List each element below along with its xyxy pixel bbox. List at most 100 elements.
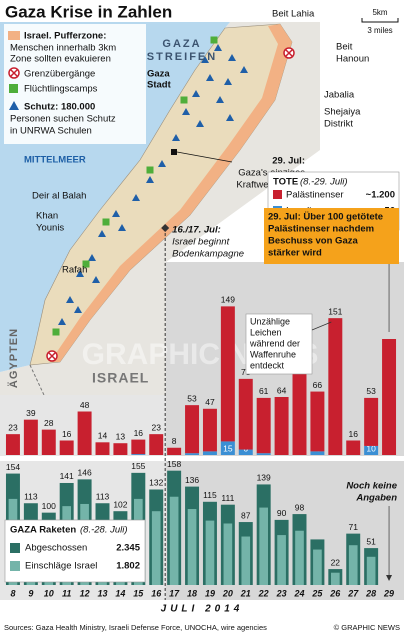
annotation: stärker wird: [268, 248, 322, 259]
data-label: 28: [44, 418, 54, 428]
place-label: Beit: [336, 42, 353, 53]
x-tick-label: 19: [205, 588, 215, 598]
crossing-marker: [48, 352, 56, 360]
x-tick-label: 11: [62, 588, 71, 598]
place-label: Stadt: [147, 80, 172, 91]
bar: [241, 536, 251, 585]
place-label: Deir al Balah: [32, 191, 86, 202]
data-label: 111: [221, 493, 234, 503]
x-tick-label: 16: [151, 588, 162, 598]
arrow-head: [386, 575, 393, 581]
legend-subtitle: (8.-28. Juli): [80, 525, 128, 536]
camp-marker: [210, 36, 218, 44]
bar: [59, 440, 74, 455]
annotation: Palästinenser nachdem: [268, 224, 374, 235]
school-marker: [66, 296, 74, 303]
scale-bar: [361, 18, 399, 23]
data-label: 23: [151, 422, 161, 432]
x-tick-label: 28: [365, 588, 376, 598]
bar: [310, 391, 325, 452]
legend-icon: [8, 31, 20, 40]
bar: [313, 549, 322, 585]
annotation-box: [245, 313, 313, 375]
scale-label: 5km: [372, 8, 387, 17]
annotation: Waffenruhe: [250, 349, 296, 359]
place-label: Gaza: [147, 69, 170, 80]
sea-label: MITTELMEER: [24, 155, 86, 166]
school-marker: [112, 210, 120, 217]
bar: [185, 405, 200, 454]
x-tick-label: 29: [383, 588, 394, 598]
power-plant-marker: [171, 149, 177, 155]
legend-text: Menschen innerhalb 3km: [10, 43, 116, 54]
x-tick-label: 23: [276, 588, 287, 598]
data-label: 136: [185, 475, 199, 485]
bar: [131, 439, 146, 455]
annotation-box: [264, 208, 399, 264]
school-marker: [216, 96, 224, 103]
bar: [259, 507, 269, 585]
legend-swatch: [273, 190, 282, 199]
annotation: 16./17. Jul:: [172, 225, 221, 236]
bar: [202, 408, 217, 452]
bar: [292, 360, 307, 455]
x-tick-label: 13: [97, 588, 107, 598]
data-label: 64: [277, 385, 287, 395]
bar: [256, 453, 271, 455]
annotation: Unzählige: [250, 316, 290, 326]
bar: [77, 411, 92, 455]
school-marker: [98, 230, 106, 237]
data-label: 154: [6, 462, 20, 472]
annotation: Noch keine: [346, 481, 397, 492]
school-marker: [228, 54, 236, 61]
school-marker: [201, 56, 209, 63]
legend-swatch: [10, 543, 20, 553]
bar: [169, 496, 179, 585]
bar: [382, 339, 397, 455]
school-marker: [146, 176, 154, 183]
annotation: Leichen: [250, 327, 282, 337]
bar: [348, 545, 358, 585]
bar: [330, 572, 340, 585]
x-tick-label: 17: [169, 588, 180, 598]
leader-line: [176, 151, 233, 163]
bar: [151, 511, 161, 585]
bar: [131, 454, 146, 455]
place-label: Distrikt: [324, 119, 353, 130]
legend-text: Israel. Pufferzone:: [24, 31, 106, 42]
legend-total: 2.345: [116, 543, 140, 554]
bar: [205, 520, 215, 585]
school-marker: [226, 114, 234, 121]
school-marker: [214, 44, 222, 51]
camp-marker: [102, 218, 110, 226]
x-tick-label: 18: [187, 588, 197, 598]
x-tick-label: 21: [240, 588, 251, 598]
legend-text: Zone sollten evakuieren: [10, 54, 111, 65]
bar: [5, 434, 20, 455]
data-label: 115: [203, 490, 217, 500]
camp-marker: [52, 328, 60, 336]
data-label: 14: [98, 431, 108, 441]
legend-text: Personen suchen Schutz: [10, 114, 116, 125]
country-label: ÄGYPTEN: [7, 328, 20, 388]
data-label: 8: [172, 436, 177, 446]
school-marker: [132, 194, 140, 201]
data-label: 48: [80, 400, 90, 410]
legend-title: GAZA Raketen: [10, 525, 76, 536]
bar: [95, 442, 110, 455]
legend-subtitle: (8.-29. Juli): [300, 177, 348, 188]
buffer-zone: [50, 24, 292, 362]
legend-box: [4, 519, 146, 583]
x-tick-label: 27: [347, 588, 359, 598]
school-marker: [224, 78, 232, 85]
bar: [328, 318, 343, 455]
place-label: Beit Lahia: [272, 9, 315, 20]
x-axis-label: JULI 2014: [161, 604, 244, 615]
bar: [220, 306, 235, 442]
bar: [187, 509, 197, 585]
annotation: Bodenkampagne: [172, 249, 244, 260]
x-tick-label: 25: [311, 588, 323, 598]
legend-text: in UNRWA Schulen: [10, 126, 92, 137]
bar: [220, 441, 235, 455]
x-tick-label: 26: [329, 588, 341, 598]
